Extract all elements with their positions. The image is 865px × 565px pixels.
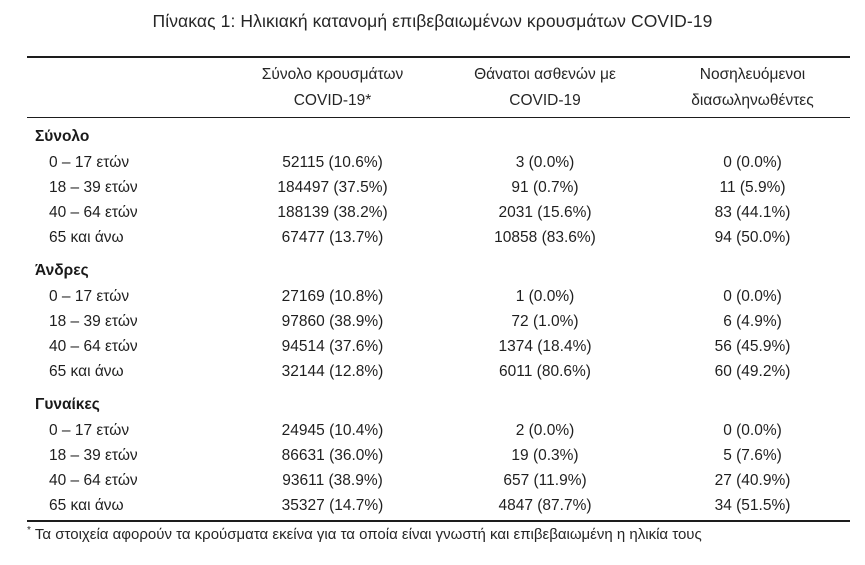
age-group-label: 0 – 17 ετών xyxy=(49,288,130,305)
table-body: Σύνολο 0 – 17 ετών 52115 (10.6%) 3 (0.0%… xyxy=(27,124,850,520)
table-row: 0 – 17 ετών 52115 (10.6%) 3 (0.0%) 0 (0.… xyxy=(27,150,850,175)
deaths-value: 1 (0.0%) xyxy=(515,288,575,305)
table-row: 18 – 39 ετών 86631 (36.0%) 19 (0.3%) 5 (… xyxy=(27,443,850,468)
header-total-cases-line2: COVID-19* xyxy=(293,92,372,109)
header-intubated-line1: Νοσηλευόμενοι xyxy=(699,66,806,83)
deaths-value: 657 (11.9%) xyxy=(503,472,587,489)
section-label: Σύνολο xyxy=(35,128,90,145)
deaths-value: 2031 (15.6%) xyxy=(498,204,592,221)
age-group-label: 65 και άνω xyxy=(49,497,124,514)
cases-value: 32144 (12.8%) xyxy=(281,363,384,380)
deaths-value: 72 (1.0%) xyxy=(511,313,579,330)
cases-value: 67477 (13.7%) xyxy=(281,229,384,246)
footnote: * Τα στοιχεία αφορούν τα κρούσματα εκείνα… xyxy=(27,525,850,543)
table-row: 40 – 64 ετών 94514 (37.6%) 1374 (18.4%) … xyxy=(27,334,850,359)
table-row: 40 – 64 ετών 188139 (38.2%) 2031 (15.6%)… xyxy=(27,200,850,225)
header-deaths: Θάνατοι ασθενών με COVID-19 xyxy=(435,62,655,114)
section-header-row: Γυναίκες xyxy=(27,392,850,418)
intubated-value: 27 (40.9%) xyxy=(714,472,791,489)
deaths-value: 19 (0.3%) xyxy=(511,447,579,464)
table-row: 65 και άνω 32144 (12.8%) 6011 (80.6%) 60… xyxy=(27,359,850,384)
section-header-row: Σύνολο xyxy=(27,124,850,150)
deaths-value: 2 (0.0%) xyxy=(515,422,575,439)
intubated-value: 11 (5.9%) xyxy=(719,179,786,196)
age-group-label: 65 και άνω xyxy=(49,363,124,380)
intubated-value: 60 (49.2%) xyxy=(714,363,791,380)
table-row: 65 και άνω 35327 (14.7%) 4847 (87.7%) 34… xyxy=(27,493,850,518)
age-group-label: 40 – 64 ετών xyxy=(49,204,138,221)
cases-value: 35327 (14.7%) xyxy=(281,497,384,514)
covid-age-table: Σύνολο κρουσμάτων COVID-19* Θάνατοι ασθε… xyxy=(27,56,850,522)
header-total-cases: Σύνολο κρουσμάτων COVID-19* xyxy=(230,62,435,114)
deaths-value: 1374 (18.4%) xyxy=(498,338,592,355)
header-spacer-cell xyxy=(27,62,230,114)
cases-value: 24945 (10.4%) xyxy=(281,422,384,439)
cases-value: 93611 (38.9%) xyxy=(282,472,383,489)
intubated-value: 94 (50.0%) xyxy=(714,229,791,246)
section-label: Άνδρες xyxy=(35,262,89,279)
table-row: 0 – 17 ετών 24945 (10.4%) 2 (0.0%) 0 (0.… xyxy=(27,418,850,443)
deaths-value: 4847 (87.7%) xyxy=(498,497,592,514)
age-group-label: 0 – 17 ετών xyxy=(49,422,130,439)
table-row: 18 – 39 ετών 97860 (38.9%) 72 (1.0%) 6 (… xyxy=(27,309,850,334)
table-header-row: Σύνολο κρουσμάτων COVID-19* Θάνατοι ασθε… xyxy=(27,58,850,118)
cases-value: 86631 (36.0%) xyxy=(281,447,384,464)
deaths-value: 91 (0.7%) xyxy=(511,179,579,196)
age-group-label: 0 – 17 ετών xyxy=(49,154,130,171)
intubated-value: 0 (0.0%) xyxy=(723,154,782,171)
page-title: Πίνακας 1: Ηλικιακή κατανομή επιβεβαιωμέ… xyxy=(152,11,713,31)
age-group-label: 18 – 39 ετών xyxy=(49,313,138,330)
intubated-value: 83 (44.1%) xyxy=(714,204,791,221)
footnote-text: Τα στοιχεία αφορούν τα κρούσματα εκείνα … xyxy=(34,526,702,543)
intubated-value: 0 (0.0%) xyxy=(723,288,782,305)
intubated-value: 5 (7.6%) xyxy=(723,447,782,464)
age-group-label: 40 – 64 ετών xyxy=(49,472,138,489)
table-row: 18 – 39 ετών 184497 (37.5%) 91 (0.7%) 11… xyxy=(27,175,850,200)
cases-value: 27169 (10.8%) xyxy=(281,288,384,305)
cases-value: 97860 (38.9%) xyxy=(281,313,384,330)
footnote-asterisk-marker: * xyxy=(27,525,31,536)
deaths-value: 6011 (80.6%) xyxy=(499,363,591,380)
intubated-value: 0 (0.0%) xyxy=(723,422,782,439)
section-header-row: Άνδρες xyxy=(27,258,850,284)
table-row: 65 και άνω 67477 (13.7%) 10858 (83.6%) 9… xyxy=(27,225,850,250)
header-deaths-line2: COVID-19 xyxy=(509,92,581,109)
intubated-value: 56 (45.9%) xyxy=(714,338,791,355)
table-row: 0 – 17 ετών 27169 (10.8%) 1 (0.0%) 0 (0.… xyxy=(27,284,850,309)
deaths-value: 10858 (83.6%) xyxy=(494,229,596,246)
age-group-label: 18 – 39 ετών xyxy=(49,447,138,464)
age-group-label: 18 – 39 ετών xyxy=(49,179,138,196)
table-row: 40 – 64 ετών 93611 (38.9%) 657 (11.9%) 2… xyxy=(27,468,850,493)
section-label: Γυναίκες xyxy=(35,396,100,413)
age-group-label: 65 και άνω xyxy=(49,229,124,246)
cases-value: 188139 (38.2%) xyxy=(277,204,388,221)
cases-value: 184497 (37.5%) xyxy=(277,179,388,196)
intubated-value: 6 (4.9%) xyxy=(723,313,782,330)
cases-value: 52115 (10.6%) xyxy=(282,154,383,171)
deaths-value: 3 (0.0%) xyxy=(515,154,575,171)
header-total-cases-line1: Σύνολο κρουσμάτων xyxy=(261,66,404,83)
cases-value: 94514 (37.6%) xyxy=(281,338,384,355)
age-group-label: 40 – 64 ετών xyxy=(49,338,138,355)
header-intubated: Νοσηλευόμενοι διασωληνωθέντες xyxy=(655,62,850,114)
intubated-value: 34 (51.5%) xyxy=(714,497,791,514)
header-intubated-line2: διασωληνωθέντες xyxy=(691,92,814,109)
header-deaths-line1: Θάνατοι ασθενών με xyxy=(474,66,616,83)
